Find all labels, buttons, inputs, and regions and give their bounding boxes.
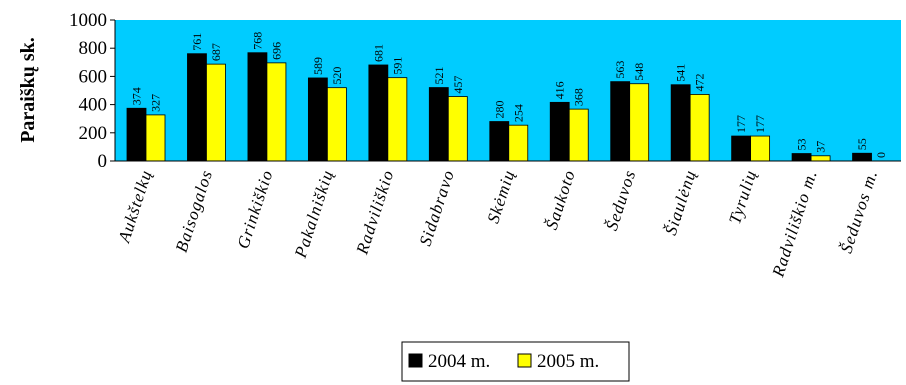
data-label: 563 xyxy=(613,61,627,79)
category-label: Sidabravo xyxy=(416,167,458,248)
data-label: 280 xyxy=(492,101,506,119)
bar-2004 xyxy=(187,53,207,162)
y-tick-label: 400 xyxy=(79,95,108,116)
bar-group: 374 327 761 687 768 696 589 520 681 591 521 457 280 2… xyxy=(126,32,888,162)
data-label: 681 xyxy=(371,44,385,62)
bar-2005 xyxy=(145,114,166,162)
bar-2004 xyxy=(428,87,449,162)
data-label: 327 xyxy=(149,94,163,112)
legend-label-2004: 2004 m. xyxy=(428,351,490,372)
bar-2005 xyxy=(568,108,589,162)
category-label: Šiaulėnų xyxy=(661,167,700,237)
data-label: 696 xyxy=(269,42,283,60)
y-tick-label: 800 xyxy=(79,38,108,59)
data-label: 53 xyxy=(795,139,809,151)
bar-2005 xyxy=(689,94,710,162)
data-label: 457 xyxy=(451,76,465,94)
category-label: Šeduvos xyxy=(602,167,639,233)
bar-2004 xyxy=(549,101,570,162)
bar-2004 xyxy=(731,135,752,162)
y-tick-label: 1000 xyxy=(69,10,107,31)
data-label: 374 xyxy=(130,87,144,105)
data-label: 368 xyxy=(572,88,586,106)
bar-2004 xyxy=(368,64,389,162)
category-label: Pakalniškių xyxy=(291,167,338,261)
data-label: 416 xyxy=(553,81,567,99)
data-label: 521 xyxy=(432,67,446,85)
data-label: 761 xyxy=(190,33,204,51)
y-axis-title: Paraiškų sk. xyxy=(17,37,39,143)
legend-label-2005: 2005 m. xyxy=(537,351,599,372)
data-label: 177 xyxy=(753,115,767,133)
category-label: Šaukoto xyxy=(542,167,579,232)
bar-2004 xyxy=(670,84,691,162)
category-labels: Aukštelkų Baisogalos Grinkiškio Pakalniškių… xyxy=(114,167,881,280)
bar-2004 xyxy=(791,153,812,162)
category-label: Grinkiškio xyxy=(233,167,276,251)
data-label: 548 xyxy=(632,63,646,81)
y-tick-label: 200 xyxy=(79,123,108,144)
legend: 2004 m. 2005 m. xyxy=(401,341,630,382)
bar-2005 xyxy=(266,62,287,162)
bar-2005 xyxy=(750,135,771,162)
category-label: Skėmių xyxy=(483,167,518,225)
y-tick-label: 0 xyxy=(98,151,108,172)
bar-2004 xyxy=(489,121,510,162)
data-label: 254 xyxy=(511,104,525,122)
data-label: 472 xyxy=(693,73,707,91)
bar-2005 xyxy=(387,77,408,162)
bar-2005 xyxy=(629,83,650,162)
legend-box xyxy=(401,341,630,382)
data-label: 177 xyxy=(734,115,748,133)
category-label: Baisogalos xyxy=(172,167,217,254)
y-axis-ticks: 0 200 400 600 800 1000 xyxy=(69,10,115,172)
bar-2005 xyxy=(447,96,468,162)
bar-2005 xyxy=(206,63,226,162)
data-label: 768 xyxy=(250,32,264,50)
category-label: Tyrulių xyxy=(725,167,760,226)
y-tick-label: 600 xyxy=(79,66,108,87)
data-label: 687 xyxy=(209,43,223,61)
legend-swatch-2004 xyxy=(408,353,423,368)
category-label: Radviliškio xyxy=(352,167,397,257)
category-label: Radviliškio m. xyxy=(768,167,821,280)
bar-2004 xyxy=(247,52,268,162)
data-label: 37 xyxy=(814,141,828,153)
data-label: 591 xyxy=(390,57,404,75)
data-label: 589 xyxy=(311,57,325,75)
data-label: 520 xyxy=(330,67,344,85)
bar-2005 xyxy=(508,124,529,162)
bar-2004 xyxy=(126,107,147,162)
bar-2004 xyxy=(852,152,872,162)
bar-2004 xyxy=(307,77,328,162)
data-label: 0 xyxy=(874,152,888,158)
category-label: Šeduvos m. xyxy=(837,167,882,255)
data-label: 541 xyxy=(674,64,688,82)
bar-2004 xyxy=(610,81,631,162)
data-label: 55 xyxy=(855,138,869,150)
category-label: Aukštelkų xyxy=(114,167,156,245)
bar-2005 xyxy=(810,155,831,162)
bar-2005 xyxy=(326,87,347,162)
legend-swatch-2005 xyxy=(517,353,532,368)
